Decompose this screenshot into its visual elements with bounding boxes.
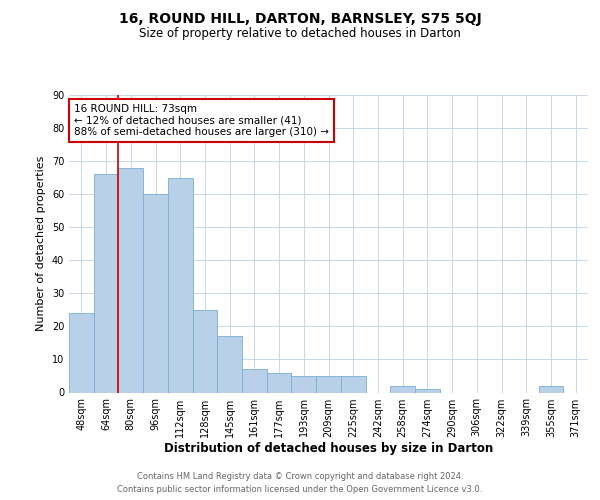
Bar <box>143 194 168 392</box>
Y-axis label: Number of detached properties: Number of detached properties <box>36 156 46 332</box>
Bar <box>69 313 94 392</box>
Bar <box>94 174 118 392</box>
Bar <box>390 386 415 392</box>
Bar <box>341 376 365 392</box>
Bar <box>168 178 193 392</box>
Bar <box>316 376 341 392</box>
Text: 16, ROUND HILL, DARTON, BARNSLEY, S75 5QJ: 16, ROUND HILL, DARTON, BARNSLEY, S75 5Q… <box>119 12 481 26</box>
Bar <box>292 376 316 392</box>
X-axis label: Distribution of detached houses by size in Darton: Distribution of detached houses by size … <box>164 442 493 456</box>
Bar <box>415 389 440 392</box>
Text: Contains HM Land Registry data © Crown copyright and database right 2024.: Contains HM Land Registry data © Crown c… <box>137 472 463 481</box>
Bar <box>267 372 292 392</box>
Bar <box>539 386 563 392</box>
Bar <box>118 168 143 392</box>
Text: Size of property relative to detached houses in Darton: Size of property relative to detached ho… <box>139 28 461 40</box>
Bar <box>193 310 217 392</box>
Text: Contains public sector information licensed under the Open Government Licence v3: Contains public sector information licen… <box>118 485 482 494</box>
Bar <box>217 336 242 392</box>
Text: 16 ROUND HILL: 73sqm
← 12% of detached houses are smaller (41)
88% of semi-detac: 16 ROUND HILL: 73sqm ← 12% of detached h… <box>74 104 329 137</box>
Bar <box>242 370 267 392</box>
